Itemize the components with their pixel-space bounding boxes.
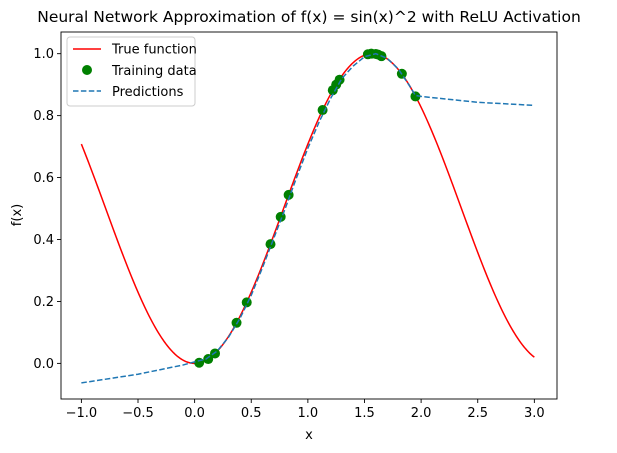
legend-predictions-label: Predictions bbox=[112, 85, 184, 100]
legend: True function Training data Predictions bbox=[66, 36, 197, 107]
chart-title: Neural Network Approximation of f(x) = s… bbox=[37, 8, 581, 26]
x-tick-label: 0.0 bbox=[184, 406, 205, 421]
training-data-point bbox=[203, 354, 214, 365]
x-tick-label: 3.0 bbox=[524, 406, 545, 421]
series-predictions-line bbox=[81, 52, 535, 384]
x-tick-label: 2.5 bbox=[467, 406, 488, 421]
y-tick-label: 0.4 bbox=[33, 233, 54, 248]
y-axis-label: f(x) bbox=[10, 204, 25, 226]
x-tick-label: −0.5 bbox=[122, 406, 154, 421]
x-tick-label: 1.0 bbox=[298, 406, 319, 421]
y-axis: 0.0 0.2 0.4 0.6 0.8 1.0 bbox=[33, 47, 61, 372]
x-axis: −1.0 −0.5 0.0 0.5 1.0 1.5 2.0 2.5 3.0 bbox=[66, 399, 545, 421]
y-tick-label: 0.0 bbox=[33, 357, 54, 372]
x-tick-label: 2.0 bbox=[411, 406, 432, 421]
legend-box bbox=[66, 36, 196, 107]
y-tick-label: 0.8 bbox=[33, 109, 54, 124]
x-tick-label: −1.0 bbox=[66, 406, 98, 421]
y-tick-label: 0.6 bbox=[33, 171, 54, 186]
y-tick-label: 0.2 bbox=[33, 295, 54, 310]
legend-training-data-label: Training data bbox=[111, 64, 197, 79]
x-tick-label: 1.5 bbox=[354, 406, 375, 421]
legend-true-function-label: True function bbox=[111, 43, 197, 58]
plot-frame bbox=[60, 31, 558, 400]
y-tick-label: 1.0 bbox=[33, 47, 54, 62]
x-tick-label: 0.5 bbox=[241, 406, 262, 421]
training-data-point bbox=[410, 91, 421, 102]
training-data-point bbox=[317, 105, 328, 116]
plot-area bbox=[80, 48, 535, 384]
series-true-function-line bbox=[80, 52, 535, 365]
legend-training-data-swatch bbox=[82, 65, 92, 75]
x-axis-label: x bbox=[305, 428, 313, 443]
